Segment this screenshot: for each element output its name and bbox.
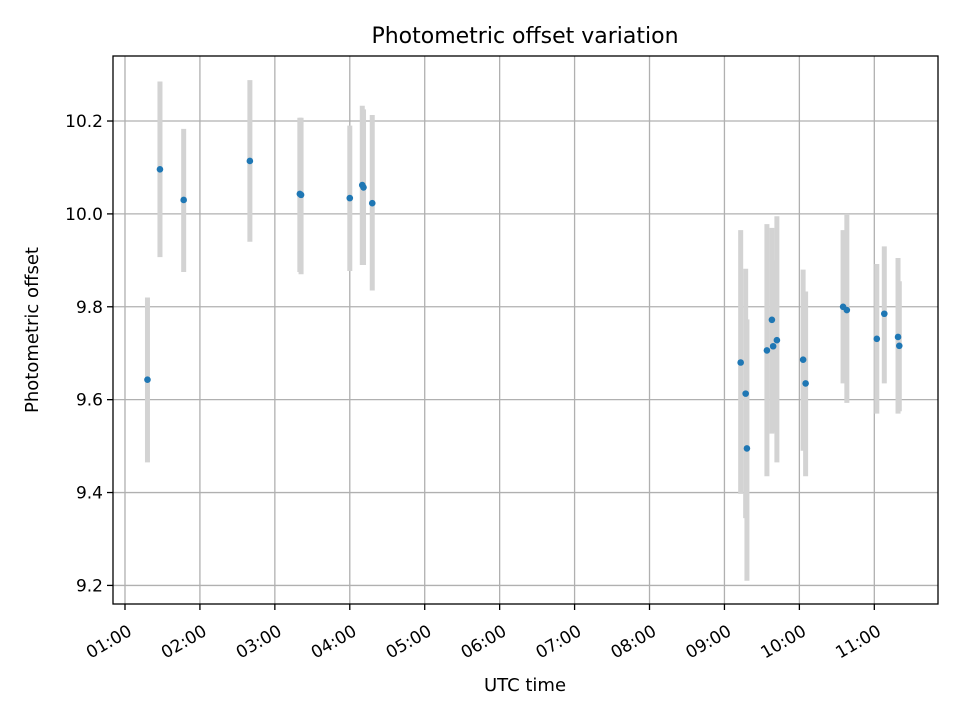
data-point: [743, 445, 751, 452]
data-point: [346, 194, 354, 202]
y-tick-label: 10.2: [65, 112, 103, 132]
y-tick-label: 10.0: [65, 205, 103, 225]
x-tick-label: 01:00: [83, 621, 135, 663]
x-axis-label: UTC time: [484, 675, 566, 696]
data-point: [144, 376, 151, 383]
data-point: [873, 335, 881, 343]
x-tick-label: 03:00: [233, 621, 285, 663]
data-point: [843, 306, 851, 314]
y-axis-ticks: 9.2 9.4 9.6 9.8 10.0 10.2: [65, 112, 113, 596]
data-point: [769, 342, 777, 350]
data-point: [894, 333, 902, 341]
data-point: [768, 316, 776, 324]
x-tick-label: 09:00: [683, 621, 735, 663]
x-tick-label: 08:00: [608, 621, 660, 663]
data-point: [297, 191, 305, 199]
data-point: [246, 157, 254, 165]
x-tick-label: 11:00: [832, 621, 884, 663]
y-tick-label: 9.6: [76, 391, 103, 411]
y-axis-label: Photometric offset: [22, 247, 43, 413]
error-bars: [144, 80, 902, 581]
data-point: [799, 356, 807, 364]
data-point: [360, 184, 367, 191]
data-point: [368, 199, 376, 207]
x-tick-label: 07:00: [533, 621, 585, 663]
x-tick-label: 04:00: [308, 621, 360, 663]
data-point: [742, 390, 749, 397]
data-point: [763, 347, 771, 354]
data-point: [802, 380, 809, 387]
y-tick-label: 9.8: [76, 298, 103, 318]
x-axis-ticks: 01:00 02:00 03:00 04:00 05:00 06:00 07:00 08:00…: [83, 604, 885, 663]
x-tick-label: 05:00: [383, 621, 435, 663]
data-point: [180, 196, 187, 204]
data-point: [895, 342, 903, 350]
data-point: [880, 310, 888, 318]
x-tick-label: 06:00: [458, 621, 510, 663]
data-points: [144, 157, 903, 452]
data-point: [156, 166, 164, 173]
x-tick-label: 10:00: [757, 621, 809, 663]
plot-area-frame: [112, 55, 939, 605]
x-tick-label: 02:00: [158, 621, 210, 663]
data-point: [773, 336, 781, 344]
y-tick-label: 9.2: [76, 576, 103, 596]
data-point: [737, 359, 744, 366]
chart-title: Photometric offset variation: [371, 24, 678, 49]
y-tick-label: 9.4: [76, 484, 103, 504]
grid-lines: [113, 56, 938, 604]
